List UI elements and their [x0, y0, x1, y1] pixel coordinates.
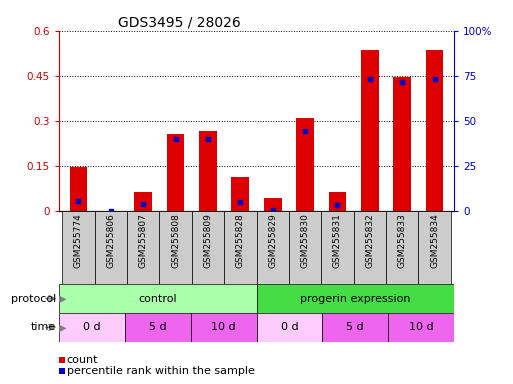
Point	[366, 76, 374, 82]
Text: GSM255829: GSM255829	[268, 214, 277, 268]
Text: GSM255807: GSM255807	[139, 214, 148, 268]
FancyBboxPatch shape	[94, 211, 127, 284]
FancyBboxPatch shape	[321, 211, 353, 284]
FancyBboxPatch shape	[353, 211, 386, 284]
FancyBboxPatch shape	[289, 211, 321, 284]
Bar	[361, 50, 379, 211]
Text: GDS3495 / 28026: GDS3495 / 28026	[118, 16, 241, 30]
Text: 0 d: 0 d	[83, 322, 101, 333]
FancyBboxPatch shape	[127, 211, 160, 284]
Bar	[426, 50, 443, 211]
FancyBboxPatch shape	[59, 313, 125, 342]
Point	[74, 198, 83, 204]
Text: protocol: protocol	[11, 293, 56, 304]
Text: GSM255832: GSM255832	[365, 214, 374, 268]
FancyBboxPatch shape	[256, 313, 322, 342]
Text: GSM255833: GSM255833	[398, 214, 407, 268]
Bar	[231, 177, 249, 211]
FancyBboxPatch shape	[125, 313, 191, 342]
Point	[398, 79, 406, 85]
Bar	[393, 77, 411, 211]
Text: 10 d: 10 d	[409, 322, 433, 333]
Bar	[167, 134, 185, 211]
FancyBboxPatch shape	[386, 211, 419, 284]
FancyBboxPatch shape	[59, 284, 256, 313]
Bar	[199, 131, 217, 211]
Text: ▶: ▶	[56, 293, 67, 304]
Text: count: count	[67, 355, 98, 365]
Bar	[70, 167, 87, 211]
Bar	[134, 192, 152, 211]
Point	[430, 76, 439, 82]
FancyBboxPatch shape	[419, 211, 451, 284]
Text: 5 d: 5 d	[149, 322, 167, 333]
FancyBboxPatch shape	[160, 211, 192, 284]
Point	[107, 208, 115, 214]
FancyBboxPatch shape	[62, 211, 94, 284]
FancyBboxPatch shape	[256, 284, 454, 313]
Text: control: control	[139, 293, 177, 304]
Point	[204, 136, 212, 142]
Text: GSM255809: GSM255809	[204, 214, 212, 268]
Point	[236, 199, 244, 205]
Bar	[264, 198, 282, 211]
FancyBboxPatch shape	[322, 313, 388, 342]
Point	[333, 202, 342, 208]
FancyBboxPatch shape	[191, 313, 256, 342]
Text: GSM255830: GSM255830	[301, 214, 309, 268]
FancyBboxPatch shape	[256, 211, 289, 284]
Bar	[328, 192, 346, 211]
FancyBboxPatch shape	[192, 211, 224, 284]
Point	[139, 200, 147, 207]
Text: GSM255831: GSM255831	[333, 214, 342, 268]
Text: time: time	[31, 322, 56, 333]
Point	[269, 207, 277, 213]
Text: progerin expression: progerin expression	[300, 293, 410, 304]
Text: 0 d: 0 d	[281, 322, 298, 333]
Text: GSM255806: GSM255806	[106, 214, 115, 268]
FancyBboxPatch shape	[388, 313, 454, 342]
Text: ▶: ▶	[56, 322, 67, 333]
Point	[301, 128, 309, 134]
Point	[171, 136, 180, 142]
Text: percentile rank within the sample: percentile rank within the sample	[67, 366, 254, 376]
Text: 10 d: 10 d	[211, 322, 236, 333]
FancyBboxPatch shape	[224, 211, 256, 284]
Text: GSM255774: GSM255774	[74, 214, 83, 268]
Bar	[296, 118, 314, 211]
Text: GSM255828: GSM255828	[236, 214, 245, 268]
Text: GSM255834: GSM255834	[430, 214, 439, 268]
Text: GSM255808: GSM255808	[171, 214, 180, 268]
Text: 5 d: 5 d	[346, 322, 364, 333]
